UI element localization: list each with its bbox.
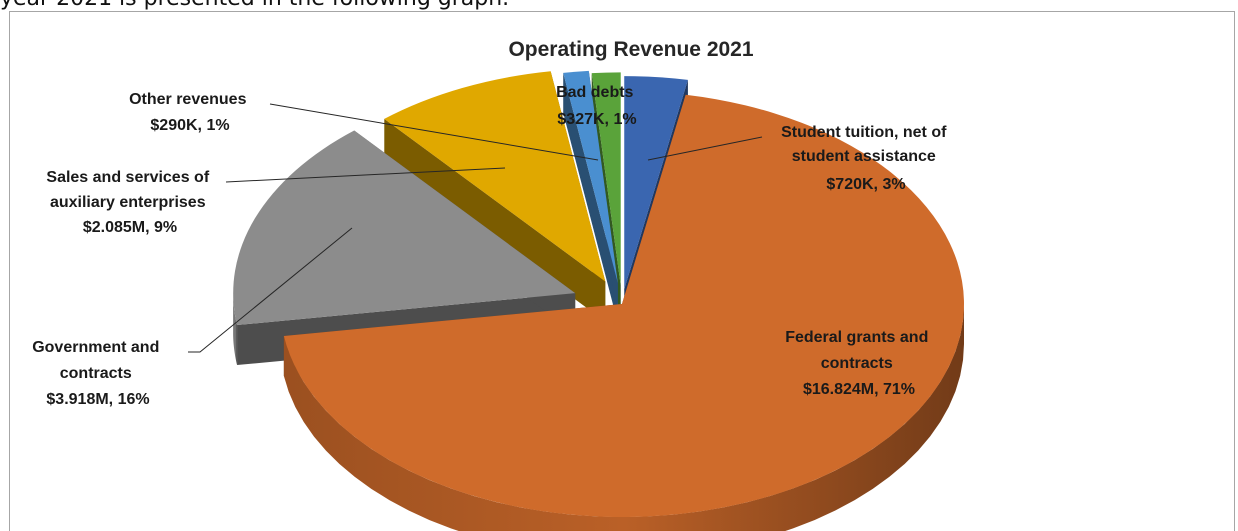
label-government-value: $3.918M, 16%: [46, 391, 149, 408]
label-tuition-value: $720K, 3%: [826, 176, 905, 193]
pie-slices: [233, 70, 964, 531]
slice-sales-and-services-of-auxiliary-enterprises: [384, 71, 606, 322]
slice-wall-start: [384, 118, 606, 322]
label-tuition: Student tuition, net of student assistan…: [781, 124, 951, 193]
label-baddebts: Bad debts $327K, 1%: [556, 84, 638, 128]
slice-top: [624, 76, 688, 290]
label-other-line1: Other revenues: [129, 91, 246, 108]
label-federal: Federal grants and contracts $16.824M, 7…: [785, 329, 933, 398]
label-baddebts-line1: Bad debts: [556, 84, 633, 101]
slice-top: [563, 70, 618, 284]
leader-line-sales: [225, 167, 506, 183]
leader-line-other: [269, 103, 599, 161]
label-tuition-line1: Student tuition, net of: [781, 124, 947, 141]
label-federal-line1: Federal grants and: [785, 329, 928, 346]
slice-other-revenues: [563, 70, 618, 324]
label-sales-value: $2.085M, 9%: [83, 219, 177, 236]
chart-title: Operating Revenue 2021: [508, 38, 753, 61]
label-tuition-line2: student assistance: [792, 148, 936, 165]
label-government-line1: Government and: [32, 339, 159, 356]
slice-top: [384, 71, 606, 282]
label-sales: Sales and services of auxiliary enterpri…: [46, 169, 213, 236]
slice-side: [233, 293, 238, 366]
slice-top: [591, 72, 621, 286]
slice-top: [233, 130, 576, 326]
label-federal-line2: contracts: [821, 355, 893, 372]
slice-federal-grants-and-contracts: [283, 94, 964, 531]
leader-line-government: [188, 227, 353, 353]
label-other-value: $290K, 1%: [150, 117, 229, 134]
label-other: Other revenues $290K, 1%: [129, 91, 251, 134]
slice-top: [283, 94, 964, 518]
label-government: Government and contracts $3.918M, 16%: [32, 339, 164, 408]
label-sales-line2: auxiliary enterprises: [50, 194, 206, 211]
slice-wall-start: [563, 72, 618, 324]
label-government-line2: contracts: [60, 365, 132, 382]
label-sales-line1: Sales and services of: [46, 169, 209, 186]
leader-line-tuition: [647, 136, 763, 161]
intro-text: year 2021 is presented in the following …: [0, 0, 509, 12]
label-federal-value: $16.824M, 71%: [803, 381, 915, 398]
label-baddebts-value: $327K, 1%: [557, 111, 636, 128]
